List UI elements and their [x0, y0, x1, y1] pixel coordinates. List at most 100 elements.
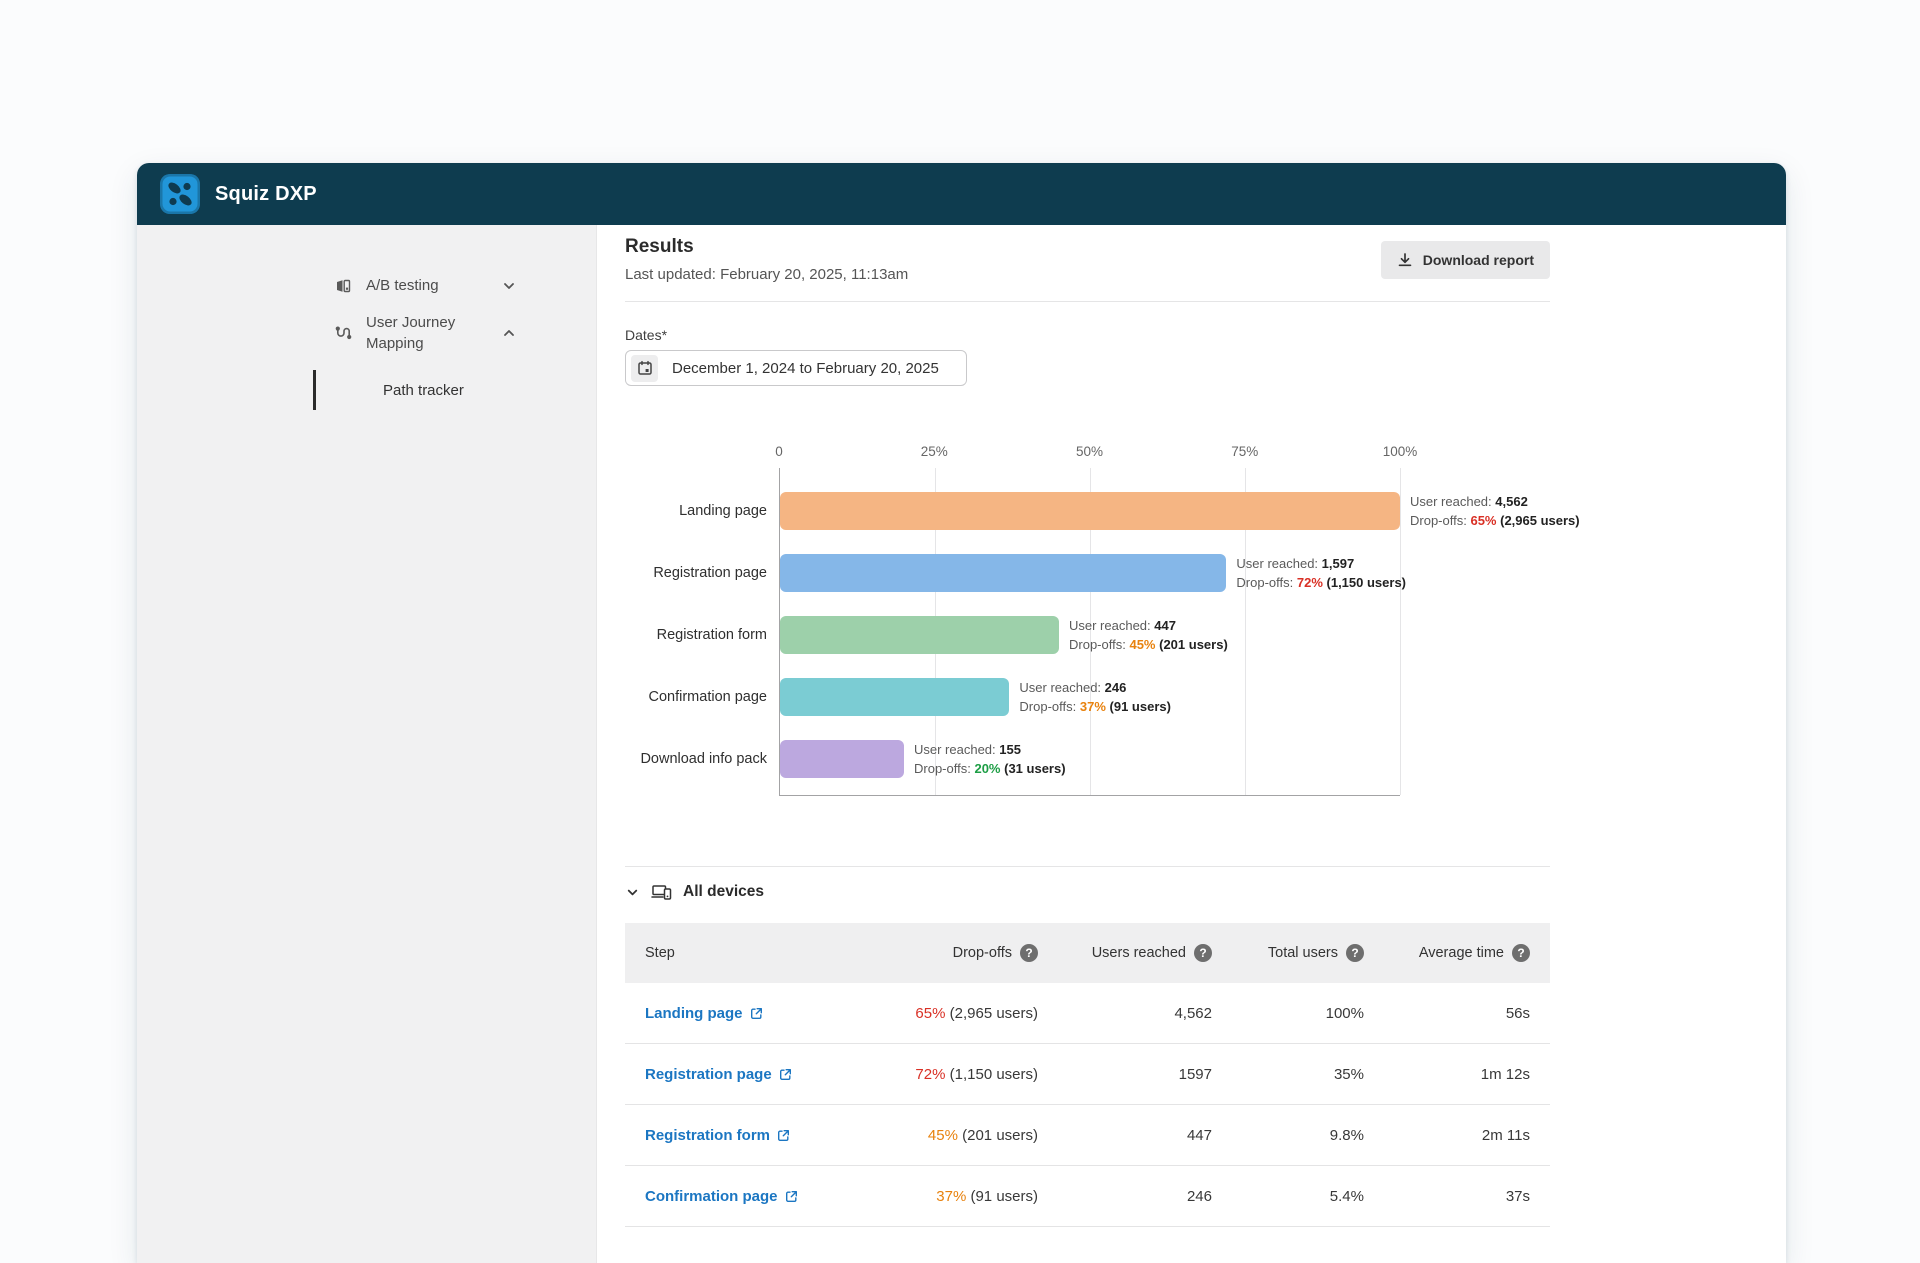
- table-row: Landing page 65% (2,965 users) 4,562 100…: [625, 983, 1550, 1044]
- sidebar-subitem-label: Path tracker: [383, 381, 464, 399]
- category-label: Confirmation page: [648, 689, 768, 705]
- column-header-dropoffs: Drop-offs ?: [885, 944, 1038, 962]
- x-tick: 75%: [1231, 444, 1259, 459]
- step-link[interactable]: Confirmation page: [645, 1188, 798, 1205]
- plot-area: User reached: 4,562 Drop-offs: 65% (2,96…: [779, 468, 1580, 796]
- help-icon[interactable]: ?: [1020, 944, 1038, 962]
- column-header-average-time: Average time ?: [1364, 944, 1550, 962]
- dropoffs-cell: 72% (1,150 users): [915, 1065, 1038, 1083]
- total-users-cell: 9.8%: [1329, 1126, 1364, 1144]
- column-header-users-reached: Users reached ?: [1038, 944, 1212, 962]
- page-title: Results: [625, 236, 694, 257]
- column-header-total-users: Total users ?: [1212, 944, 1364, 962]
- category-label: Download info pack: [640, 751, 767, 767]
- average-time-cell: 2m 11s: [1481, 1126, 1530, 1144]
- sidebar-item-user-journey-mapping[interactable]: User Journey Mapping: [333, 312, 563, 354]
- chevron-down-icon: [501, 278, 517, 294]
- help-icon[interactable]: ?: [1512, 944, 1530, 962]
- category-label: Landing page: [679, 503, 767, 519]
- devices-icon: [651, 883, 672, 901]
- download-report-button[interactable]: Download report: [1380, 241, 1550, 279]
- sidebar-item-label: A/B testing: [366, 277, 439, 294]
- external-link-icon: [785, 1190, 797, 1202]
- chart-row: User reached: 155 Drop-offs: 20% (31 use…: [780, 728, 1400, 790]
- bar-annotation: User reached: 155 Drop-offs: 20% (31 use…: [914, 742, 1066, 776]
- chevron-down-icon: [625, 885, 640, 900]
- chevron-up-icon: [501, 325, 517, 341]
- total-users-cell: 5.4%: [1329, 1187, 1364, 1205]
- chart-row: User reached: 4,562 Drop-offs: 65% (2,96…: [780, 480, 1580, 542]
- average-time-cell: 56s: [1505, 1004, 1530, 1022]
- bar-registration-page[interactable]: [780, 554, 1227, 592]
- sidebar-item-path-tracker[interactable]: Path tracker: [313, 370, 596, 410]
- table-row: Registration form 45% (201 users) 447 9.…: [625, 1105, 1550, 1166]
- category-label: Registration form: [656, 627, 767, 643]
- download-icon: [1397, 252, 1413, 268]
- squiz-logo-icon: [160, 174, 200, 214]
- bar-annotation: User reached: 447 Drop-offs: 45% (201 us…: [1069, 618, 1228, 652]
- step-link[interactable]: Registration form: [645, 1127, 790, 1144]
- results-table: Step Drop-offs ? Users reached ? Total u…: [625, 923, 1550, 1227]
- calendar-icon: [631, 354, 658, 382]
- x-tick: 25%: [920, 444, 948, 459]
- ab-testing-icon: [333, 276, 353, 296]
- external-link-icon: [779, 1068, 791, 1080]
- bar-confirmation-page[interactable]: [780, 678, 1010, 716]
- step-link[interactable]: Landing page: [645, 1005, 763, 1022]
- chart-row: User reached: 1,597 Drop-offs: 72% (1,15…: [780, 542, 1406, 604]
- all-devices-toggle[interactable]: All devices: [625, 877, 1550, 907]
- help-icon[interactable]: ?: [1194, 944, 1212, 962]
- table-row: Confirmation page 37% (91 users) 246 5.4…: [625, 1166, 1550, 1227]
- bar-landing-page[interactable]: [780, 492, 1400, 530]
- date-range-input[interactable]: December 1, 2024 to February 20, 2025: [625, 350, 967, 386]
- dropoffs-cell: 65% (2,965 users): [915, 1004, 1038, 1022]
- chart-row: User reached: 246 Drop-offs: 37% (91 use…: [780, 666, 1400, 728]
- date-range-value: December 1, 2024 to February 20, 2025: [672, 359, 939, 377]
- sidebar: A/B testing User Journey Mapping: [137, 225, 597, 1263]
- bar-annotation: User reached: 1,597 Drop-offs: 72% (1,15…: [1236, 556, 1407, 590]
- gridline: [1245, 468, 1246, 795]
- x-tick: 50%: [1075, 444, 1104, 459]
- journey-icon: [333, 323, 353, 343]
- content: Results Last updated: February 20, 2025,…: [597, 225, 1786, 1263]
- table-row: Registration page 72% (1,150 users) 1597…: [625, 1044, 1550, 1105]
- bar-annotation: User reached: 4,562 Drop-offs: 65% (2,96…: [1410, 494, 1580, 528]
- chart-row: User reached: 447 Drop-offs: 45% (201 us…: [780, 604, 1400, 666]
- total-users-cell: 35%: [1333, 1065, 1364, 1083]
- total-users-cell: 100%: [1325, 1004, 1364, 1022]
- app-header: Squiz DXP: [137, 163, 1786, 225]
- x-tick: 0: [775, 444, 783, 459]
- gridline: [1090, 468, 1091, 795]
- bar-registration-form[interactable]: [780, 616, 1059, 654]
- dropoffs-cell: 37% (91 users): [936, 1187, 1038, 1205]
- download-report-label: Download report: [1422, 252, 1534, 268]
- users-reached-cell: 447: [1186, 1126, 1212, 1144]
- y-axis-labels: Landing page Registration page Registrat…: [625, 468, 779, 796]
- column-header-step: Step: [645, 945, 675, 961]
- bar-annotation: User reached: 246 Drop-offs: 37% (91 use…: [1019, 680, 1171, 714]
- average-time-cell: 1m 12s: [1480, 1065, 1530, 1083]
- x-tick: 100%: [1382, 444, 1418, 459]
- all-devices-label: All devices: [683, 883, 764, 900]
- help-icon[interactable]: ?: [1346, 944, 1364, 962]
- gridline: [1400, 468, 1401, 795]
- dates-label: Dates*: [625, 327, 668, 343]
- category-label: Registration page: [653, 565, 767, 581]
- table-header-row: Step Drop-offs ? Users reached ? Total u…: [625, 923, 1550, 983]
- divider: [625, 301, 1550, 302]
- app-title: Squiz DXP: [215, 182, 317, 205]
- users-reached-cell: 246: [1186, 1187, 1212, 1205]
- average-time-cell: 37s: [1505, 1187, 1530, 1205]
- dropoffs-cell: 45% (201 users): [927, 1126, 1038, 1144]
- sidebar-item-ab-testing[interactable]: A/B testing: [333, 275, 563, 296]
- last-updated: Last updated: February 20, 2025, 11:13am: [625, 266, 909, 283]
- users-reached-cell: 1597: [1178, 1065, 1212, 1083]
- divider: [625, 866, 1550, 867]
- sidebar-item-label: User Journey Mapping: [366, 314, 456, 352]
- funnel-chart: 0 25% 50% 75% 100% Landing page Registra…: [625, 444, 1580, 796]
- external-link-icon: [750, 1007, 762, 1019]
- app-window: Squiz DXP A/B testing: [137, 163, 1786, 1263]
- bar-download-info-pack[interactable]: [780, 740, 904, 778]
- x-axis: 0 25% 50% 75% 100%: [775, 444, 1417, 468]
- step-link[interactable]: Registration page: [645, 1066, 792, 1083]
